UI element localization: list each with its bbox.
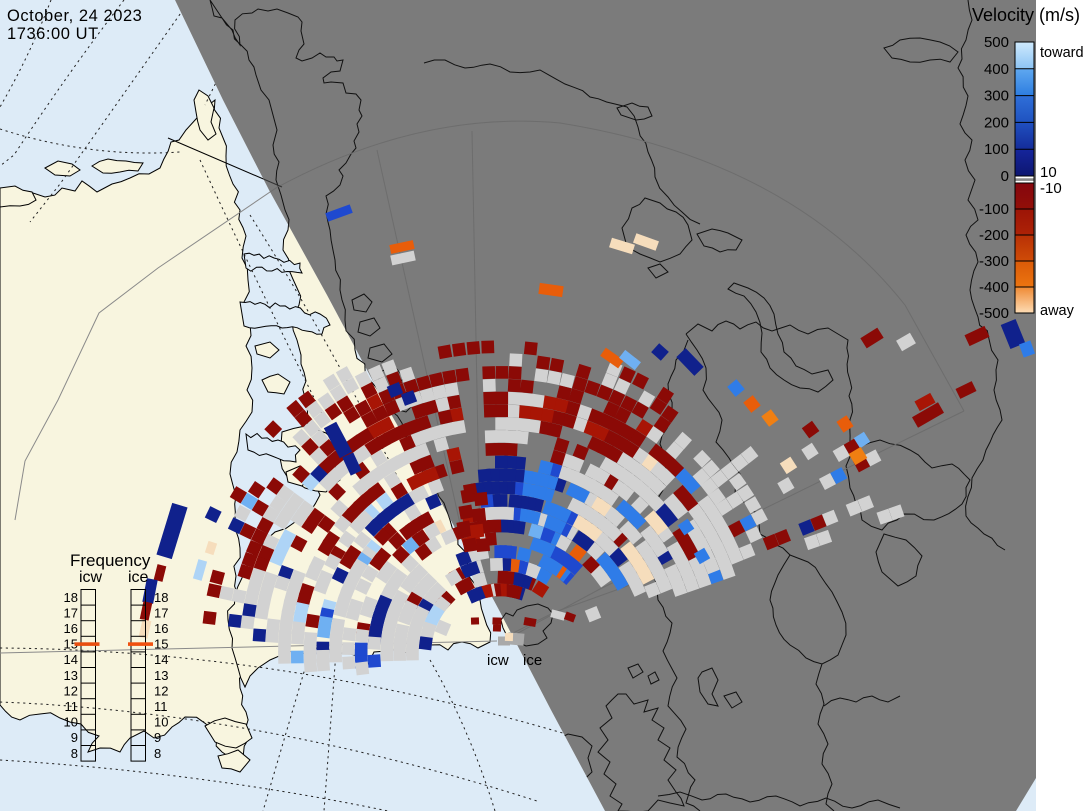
- svg-text:13: 13: [64, 668, 78, 683]
- svg-text:-10: -10: [1040, 180, 1062, 197]
- svg-text:200: 200: [984, 114, 1009, 131]
- svg-text:October, 24 2023: October, 24 2023: [7, 7, 142, 25]
- svg-text:10: 10: [1040, 164, 1057, 181]
- svg-text:400: 400: [984, 61, 1009, 78]
- svg-text:18: 18: [154, 590, 168, 605]
- svg-text:icw: icw: [79, 569, 103, 586]
- svg-text:11: 11: [154, 699, 168, 714]
- svg-text:away: away: [1040, 303, 1075, 319]
- svg-text:10: 10: [64, 715, 78, 730]
- svg-text:8: 8: [71, 746, 78, 761]
- svg-text:500: 500: [984, 34, 1009, 51]
- svg-text:Frequency: Frequency: [70, 551, 151, 570]
- svg-text:100: 100: [984, 141, 1009, 158]
- svg-text:8: 8: [154, 746, 161, 761]
- svg-text:14: 14: [154, 652, 168, 667]
- svg-text:15: 15: [64, 637, 78, 652]
- svg-text:16: 16: [64, 621, 78, 636]
- svg-text:-100: -100: [979, 201, 1009, 218]
- svg-text:9: 9: [154, 730, 161, 745]
- svg-text:Velocity (m/s): Velocity (m/s): [972, 5, 1080, 25]
- svg-text:10: 10: [154, 715, 168, 730]
- svg-text:-300: -300: [979, 253, 1009, 270]
- svg-text:ice: ice: [523, 652, 542, 669]
- svg-text:16: 16: [154, 621, 168, 636]
- svg-text:15: 15: [154, 637, 168, 652]
- svg-text:14: 14: [64, 652, 78, 667]
- svg-text:9: 9: [71, 730, 78, 745]
- svg-text:toward: toward: [1040, 45, 1083, 61]
- svg-text:18: 18: [64, 590, 78, 605]
- svg-text:12: 12: [64, 683, 78, 698]
- svg-text:-500: -500: [979, 305, 1009, 322]
- svg-text:-400: -400: [979, 279, 1009, 296]
- svg-text:1736:00 UT: 1736:00 UT: [7, 25, 99, 43]
- svg-text:11: 11: [65, 699, 79, 714]
- svg-text:17: 17: [154, 605, 168, 620]
- svg-text:17: 17: [64, 605, 78, 620]
- svg-text:12: 12: [154, 683, 168, 698]
- svg-text:icw: icw: [487, 652, 509, 669]
- svg-text:300: 300: [984, 88, 1009, 105]
- svg-text:13: 13: [154, 668, 168, 683]
- svg-text:0: 0: [1001, 168, 1009, 185]
- svg-text:-200: -200: [979, 227, 1009, 244]
- svg-text:ice: ice: [128, 569, 149, 586]
